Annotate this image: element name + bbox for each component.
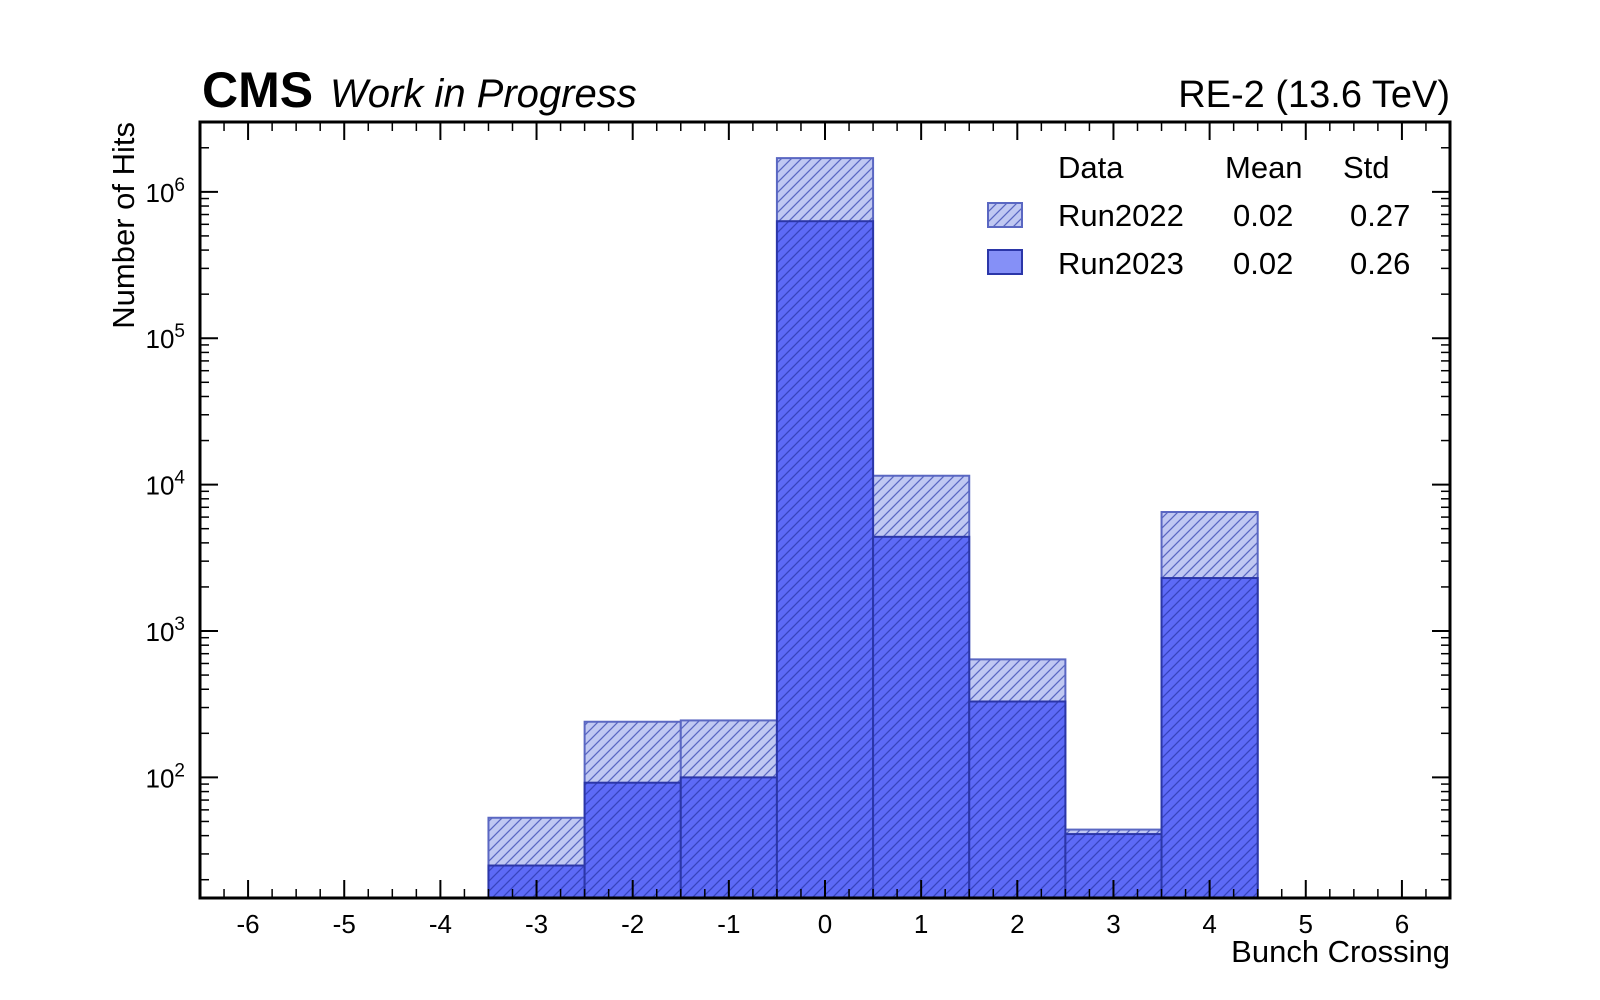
legend-mean-run2022: 0.02 [1233,198,1293,233]
legend-label-run2022: Run2022 [1058,198,1184,233]
legend: Data Mean Std Run2022 0.02 0.27 Run2023 … [987,150,1410,281]
legend-label-run2023: Run2023 [1058,246,1184,281]
y-axis-title: Number of Hits [106,122,141,329]
x-tick-label: 2 [1010,909,1024,939]
y-tick-label: 105 [146,321,186,354]
status-label: Work in Progress [330,72,637,116]
x-tick-label: 3 [1106,909,1120,939]
legend-header-std: Std [1343,150,1390,185]
bar-hatch-run2023-bx4 [1161,578,1258,898]
legend-std-run2022: 0.27 [1350,198,1410,233]
x-tick-label: -4 [429,909,452,939]
x-tick-label: 0 [818,909,832,939]
legend-std-run2023: 0.26 [1350,246,1410,281]
x-axis: -6 -5 -4 -3 -2 -1 0 1 2 3 4 5 6 [199,122,1451,939]
y-tick-label: 102 [146,760,186,793]
x-tick-label: 1 [914,909,928,939]
legend-header-data: Data [1058,150,1124,185]
y-tick-label: 106 [146,175,186,208]
bar-hatch-run2023-bx-2 [584,782,681,898]
legend-swatch-run2023 [987,249,1023,275]
bar-hatch-run2023-bx0 [776,221,874,898]
bar-hatch-run2023-bx2 [969,701,1066,898]
x-tick-label: -5 [333,909,356,939]
series-run2023 [487,220,1259,898]
x-tick-label: -3 [525,909,548,939]
bar-hatch-run2023-bx1 [873,536,970,898]
x-tick-label: 5 [1299,909,1313,939]
bar-hatch-run2023-bx-1 [680,777,777,898]
y-tick-label: 103 [146,614,186,647]
x-axis-title: Bunch Crossing [1231,934,1450,969]
x-tick-label: 6 [1395,909,1409,939]
experiment-label: CMS [202,62,313,118]
legend-mean-run2023: 0.02 [1233,246,1293,281]
x-tick-label: -1 [717,909,740,939]
y-axis: 102 103 104 105 106 [146,121,1450,881]
legend-header-mean: Mean [1225,150,1303,185]
x-tick-label: -6 [237,909,260,939]
energy-label: RE-2 (13.6 TeV) [1178,74,1450,116]
x-tick-label: 4 [1202,909,1216,939]
y-tick-label: 104 [146,468,186,501]
x-tick-label: -2 [621,909,644,939]
